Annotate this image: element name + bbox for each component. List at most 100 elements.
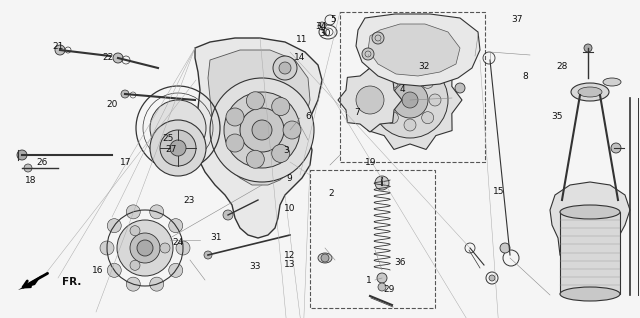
Circle shape	[130, 260, 140, 270]
Circle shape	[170, 140, 186, 156]
Circle shape	[272, 144, 290, 162]
Text: 16: 16	[92, 266, 103, 275]
Text: 19: 19	[365, 158, 377, 167]
Circle shape	[126, 205, 140, 219]
Text: 3: 3	[284, 146, 289, 155]
Text: 31: 31	[211, 233, 222, 242]
Bar	[560, 212, 620, 294]
Polygon shape	[208, 50, 310, 185]
Circle shape	[429, 94, 441, 106]
Text: 25: 25	[162, 134, 173, 143]
Circle shape	[422, 76, 434, 88]
Text: 37: 37	[511, 15, 523, 24]
Text: 20: 20	[106, 100, 118, 109]
Text: 23: 23	[183, 197, 195, 205]
Text: 9: 9	[287, 174, 292, 183]
Text: 11: 11	[296, 35, 308, 44]
Circle shape	[130, 233, 160, 263]
Circle shape	[150, 205, 164, 219]
Polygon shape	[194, 38, 322, 238]
Text: 15: 15	[493, 187, 505, 196]
Circle shape	[611, 143, 621, 153]
Text: 32: 32	[418, 62, 429, 71]
Text: 29: 29	[383, 285, 395, 294]
Circle shape	[246, 92, 264, 110]
Text: 18: 18	[25, 176, 36, 185]
Circle shape	[356, 86, 384, 114]
Circle shape	[210, 78, 314, 182]
Polygon shape	[368, 24, 460, 76]
Circle shape	[226, 108, 244, 126]
Circle shape	[100, 241, 114, 255]
Text: 33: 33	[249, 262, 260, 271]
Circle shape	[402, 92, 418, 108]
Text: 22: 22	[102, 53, 113, 62]
Polygon shape	[550, 182, 630, 272]
Circle shape	[24, 164, 32, 172]
Text: 21: 21	[52, 42, 63, 51]
Circle shape	[252, 120, 272, 140]
Circle shape	[404, 119, 416, 131]
Circle shape	[272, 98, 290, 115]
Circle shape	[362, 48, 374, 60]
Circle shape	[176, 241, 190, 255]
Circle shape	[223, 210, 233, 220]
Circle shape	[422, 112, 434, 124]
Text: 6: 6	[306, 112, 311, 121]
Polygon shape	[18, 275, 42, 290]
Circle shape	[283, 121, 301, 139]
Circle shape	[150, 120, 206, 176]
Circle shape	[372, 32, 384, 44]
Circle shape	[169, 263, 183, 277]
Circle shape	[126, 277, 140, 291]
Ellipse shape	[578, 87, 602, 97]
Text: 26: 26	[36, 158, 47, 167]
Text: FR.: FR.	[62, 277, 81, 287]
Text: 4: 4	[399, 85, 404, 93]
Text: 36: 36	[394, 258, 406, 267]
Circle shape	[117, 220, 173, 276]
Text: 12: 12	[284, 251, 295, 259]
Circle shape	[150, 277, 164, 291]
Text: 28: 28	[556, 62, 568, 71]
Text: 34: 34	[316, 22, 327, 31]
Text: 24: 24	[172, 238, 184, 247]
Circle shape	[226, 134, 244, 152]
Circle shape	[240, 108, 284, 152]
Circle shape	[375, 176, 389, 190]
Circle shape	[108, 263, 121, 277]
Bar	[340, 12, 485, 162]
Circle shape	[273, 56, 297, 80]
Text: 1: 1	[367, 276, 372, 285]
Bar	[310, 170, 435, 308]
Circle shape	[392, 82, 428, 118]
Text: 27: 27	[166, 145, 177, 154]
Text: 2: 2	[329, 190, 334, 198]
Ellipse shape	[603, 78, 621, 86]
Circle shape	[246, 150, 264, 168]
Text: 13: 13	[284, 260, 295, 269]
Circle shape	[137, 240, 153, 256]
Circle shape	[121, 90, 129, 98]
Ellipse shape	[560, 287, 620, 301]
Circle shape	[377, 273, 387, 283]
Circle shape	[169, 219, 183, 233]
Text: 5: 5	[330, 15, 335, 24]
Text: 10: 10	[284, 204, 295, 213]
Circle shape	[372, 62, 448, 138]
Circle shape	[160, 243, 170, 253]
Circle shape	[378, 283, 386, 291]
Circle shape	[113, 53, 123, 63]
Circle shape	[404, 69, 416, 81]
Ellipse shape	[318, 253, 332, 263]
Ellipse shape	[571, 83, 609, 101]
Text: 8: 8	[522, 72, 527, 81]
Text: 14: 14	[294, 53, 305, 62]
Circle shape	[130, 226, 140, 236]
Circle shape	[500, 243, 510, 253]
Polygon shape	[338, 68, 402, 132]
Ellipse shape	[560, 205, 620, 219]
Circle shape	[455, 83, 465, 93]
Text: 7: 7	[355, 108, 360, 117]
Circle shape	[318, 22, 326, 30]
